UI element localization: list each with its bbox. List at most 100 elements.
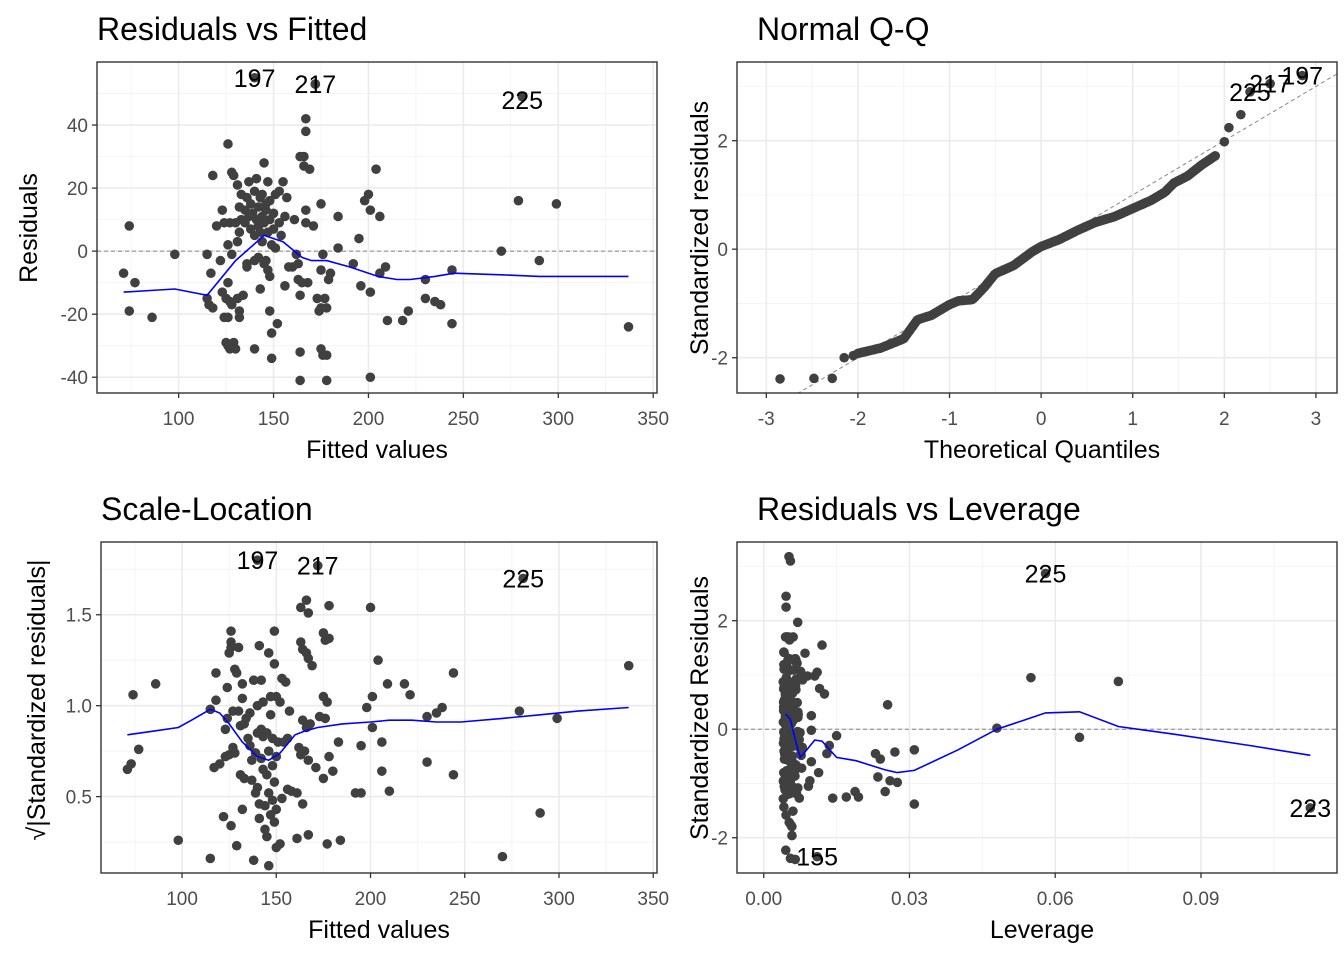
outlier-label: 225 [1025, 560, 1067, 588]
outlier-label: 225 [502, 565, 544, 593]
data-point [496, 246, 507, 256]
data-point [781, 810, 791, 820]
outlier-label: 197 [1281, 63, 1323, 91]
data-point [254, 813, 265, 824]
y-tick-label: -2 [711, 829, 728, 850]
data-point [892, 777, 903, 788]
x-tick-label: 300 [543, 889, 575, 910]
data-point [318, 773, 329, 784]
data-point [782, 726, 792, 737]
data-point [118, 268, 129, 279]
x-tick-label: 0.06 [1037, 889, 1074, 910]
data-point [261, 255, 271, 266]
panel-title: Residuals vs Leverage [757, 491, 1081, 527]
data-point [267, 795, 278, 806]
data-point [371, 164, 381, 174]
data-point [218, 811, 229, 822]
data-point [780, 785, 790, 795]
x-tick-label: 0.03 [891, 889, 928, 910]
data-point [282, 192, 292, 203]
data-point [249, 72, 260, 83]
data-point [809, 373, 819, 384]
data-point [312, 293, 323, 304]
panel-title: Residuals vs Fitted [97, 11, 367, 47]
x-tick-label: 150 [258, 409, 290, 430]
data-point [207, 170, 218, 181]
data-point [264, 306, 275, 316]
data-point [263, 176, 273, 187]
data-point [258, 697, 268, 707]
data-point [278, 176, 288, 187]
data-point [623, 322, 634, 332]
data-point [1236, 109, 1246, 120]
y-tick-label: 1.5 [66, 606, 92, 627]
data-layer [122, 555, 634, 871]
data-point [266, 353, 277, 364]
data-point [230, 344, 241, 354]
data-point [301, 217, 311, 228]
data-point [267, 760, 278, 771]
y-tick-label: 1.0 [66, 697, 92, 718]
data-point [316, 265, 326, 275]
data-point [237, 804, 248, 815]
data-point [238, 290, 248, 301]
y-tick-label: 0.5 [66, 788, 92, 809]
data-point [365, 602, 376, 613]
data-point [297, 715, 308, 726]
data-point [321, 303, 332, 313]
y-tick-label: -20 [61, 305, 88, 326]
data-point [420, 293, 431, 304]
data-point [223, 139, 233, 149]
x-tick-label: 200 [355, 889, 387, 910]
data-point [124, 306, 135, 316]
y-tick-label: -2 [711, 349, 728, 370]
data-point [246, 755, 257, 766]
data-point [270, 243, 281, 253]
data-point [787, 830, 797, 841]
data-point [234, 312, 245, 323]
data-point [303, 830, 314, 840]
data-point [384, 786, 395, 796]
data-point [316, 199, 326, 209]
data-point [232, 180, 243, 190]
data-point [790, 771, 800, 781]
data-point [299, 151, 309, 162]
data-point [268, 208, 279, 219]
data-point [211, 695, 221, 706]
data-point [1219, 136, 1230, 147]
data-point [551, 199, 562, 209]
data-point [788, 632, 798, 642]
data-point [517, 91, 528, 102]
y-tick-label: 40 [67, 116, 88, 137]
data-point [173, 835, 184, 846]
data-point [375, 211, 385, 222]
data-point [793, 707, 803, 717]
data-point [361, 702, 372, 713]
data-point [260, 800, 270, 811]
y-axis-title: Residuals [15, 173, 43, 283]
data-point [363, 189, 374, 200]
data-point [223, 240, 233, 250]
data-point [324, 600, 334, 611]
data-point [356, 740, 366, 751]
data-point [264, 195, 275, 206]
data-point [220, 724, 231, 735]
panel-border [736, 541, 1338, 874]
data-point [301, 113, 311, 124]
data-point [792, 726, 803, 737]
y-tick-label: 2 [717, 132, 728, 153]
data-point [133, 744, 144, 755]
data-point [796, 763, 807, 773]
data-point [233, 706, 244, 716]
data-point [263, 746, 274, 756]
x-tick-label: 100 [163, 409, 195, 430]
data-point [246, 775, 257, 786]
y-axis-title: √|Standardized residuals| [23, 559, 51, 840]
data-point [262, 831, 272, 842]
data-point [335, 835, 346, 846]
data-point [226, 820, 236, 831]
data-point [322, 839, 332, 849]
data-point [222, 682, 233, 693]
data-layer [737, 551, 1337, 865]
data-point [269, 626, 280, 636]
